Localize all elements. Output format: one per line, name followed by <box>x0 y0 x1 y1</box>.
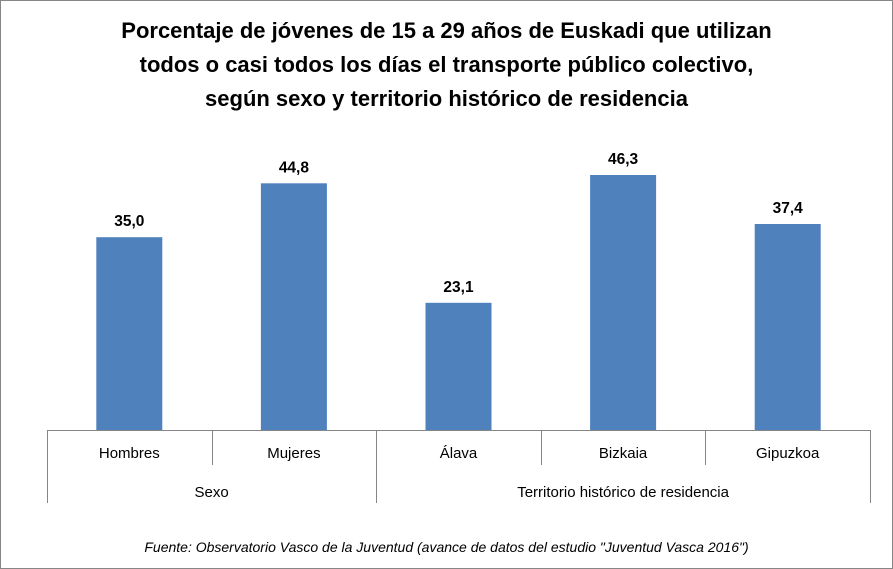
data-label-4: 46,3 <box>608 151 639 168</box>
category-label-4: Bizkaia <box>599 445 648 462</box>
data-label-2: 44,8 <box>279 159 310 176</box>
chart-title-line-1: Porcentaje de jóvenes de 15 a 29 años de… <box>121 18 772 43</box>
chart-title-line-3: según sexo y territorio histórico de res… <box>205 86 688 111</box>
data-label-3: 23,1 <box>443 279 474 296</box>
category-label-2: Mujeres <box>267 445 320 462</box>
category-label-5: Gipuzkoa <box>756 445 820 462</box>
source-note: Fuente: Observatorio Vasco de la Juventu… <box>144 539 749 555</box>
data-label-5: 37,4 <box>773 200 804 217</box>
bar-4 <box>590 175 657 430</box>
group-label-2: Territorio histórico de residencia <box>517 484 729 501</box>
bar-2 <box>260 183 327 430</box>
bar-3 <box>425 302 492 430</box>
bar-5 <box>754 224 821 430</box>
category-label-1: Hombres <box>99 445 160 462</box>
data-label-1: 35,0 <box>114 213 144 230</box>
category-label-3: Álava <box>440 445 478 462</box>
group-label-1: Sexo <box>194 484 228 501</box>
bar-1 <box>96 237 163 430</box>
chart-title-line-2: todos o casi todos los días el transport… <box>139 52 754 77</box>
chart-title: Porcentaje de jóvenes de 15 a 29 años de… <box>40 14 853 116</box>
